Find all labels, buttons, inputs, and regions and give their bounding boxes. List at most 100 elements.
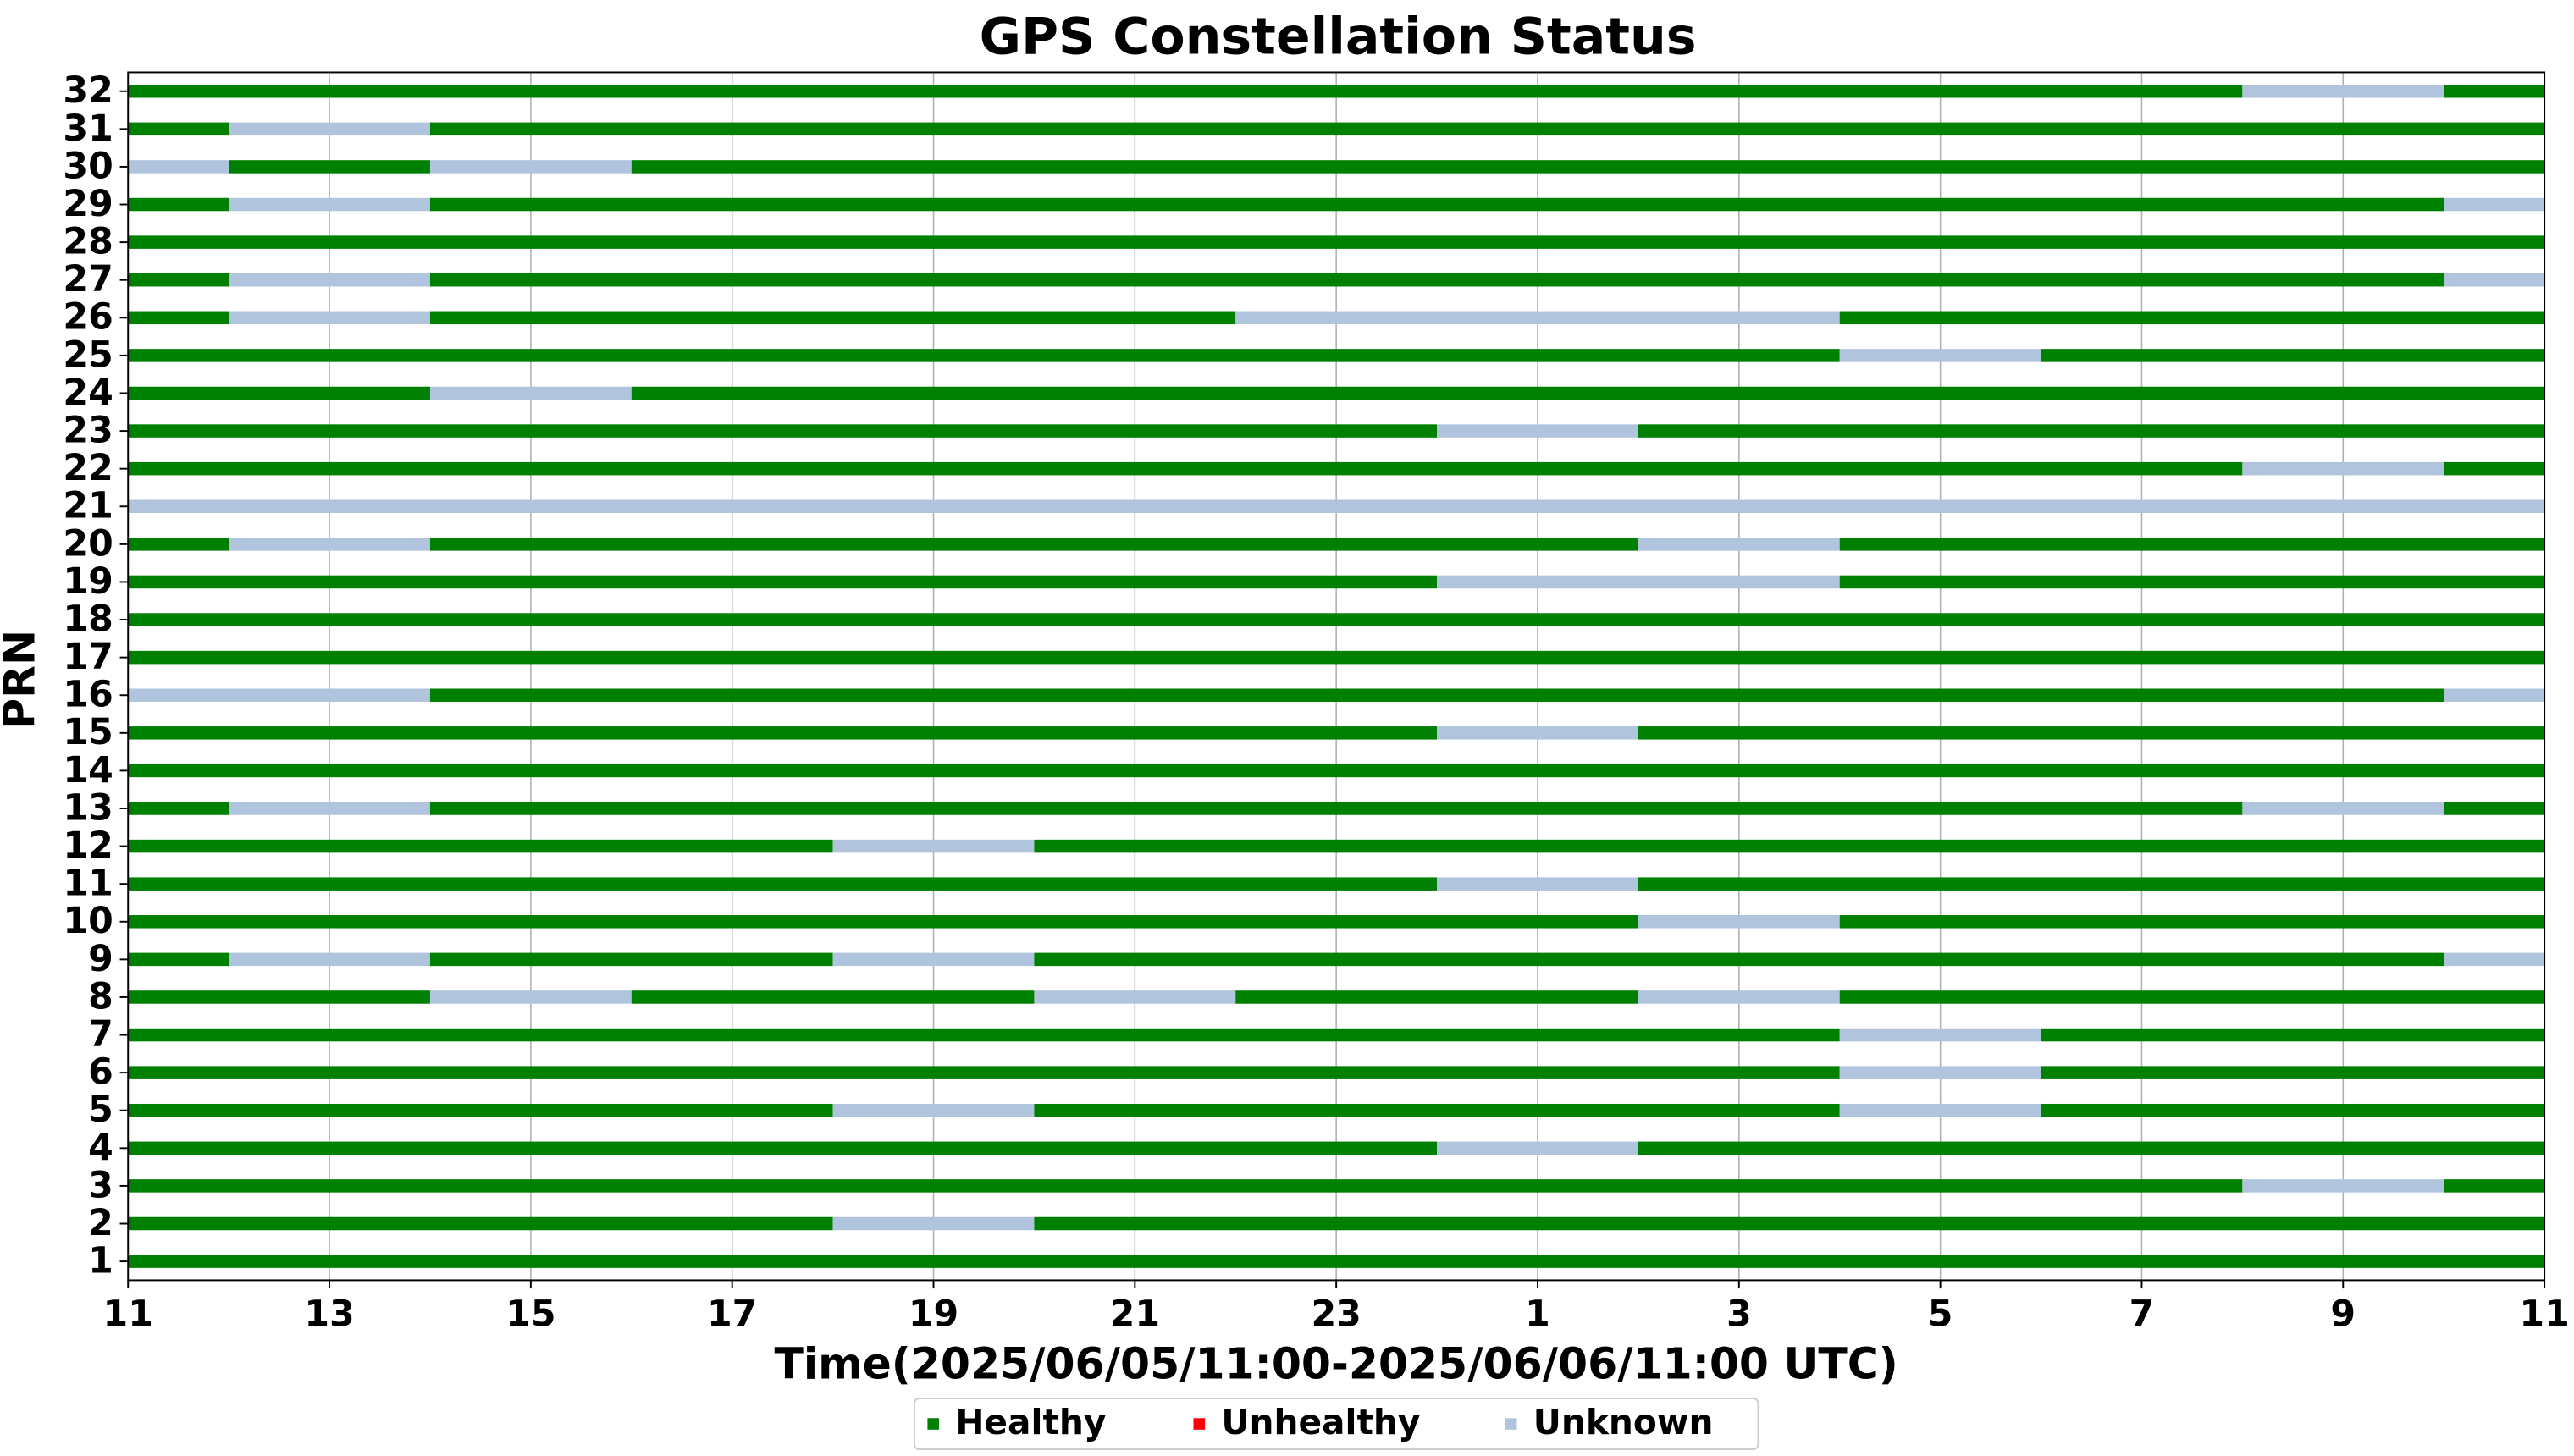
status-segment [1638, 424, 2545, 438]
status-segment [128, 160, 229, 174]
y-tick-label: 25 [63, 334, 113, 376]
status-segment [128, 764, 2545, 778]
legend: Healthy Unhealthy Unknown [913, 1398, 1759, 1451]
status-segment [832, 839, 1035, 853]
x-tick-label: 21 [1110, 1293, 1160, 1336]
x-tick-label: 11 [103, 1293, 153, 1336]
y-tick-label: 20 [63, 522, 113, 565]
chart-title: GPS Constellation Status [980, 7, 1697, 66]
status-segment [128, 990, 430, 1004]
y-tick-label: 5 [88, 1089, 113, 1131]
status-segment [832, 1103, 1035, 1117]
status-segment [832, 1216, 1035, 1231]
status-segment [1839, 1103, 2041, 1117]
status-segment [2041, 1066, 2545, 1079]
status-segment [2242, 461, 2444, 476]
status-segment [1839, 311, 2545, 325]
legend-label: Unhealthy [1221, 1402, 1420, 1442]
status-segment [631, 160, 2545, 174]
status-segment [229, 311, 430, 325]
y-tick-label: 13 [63, 786, 113, 829]
y-tick-label: 18 [63, 598, 113, 640]
legend-marker [927, 1418, 939, 1430]
status-segment [429, 197, 2444, 212]
status-segment [429, 273, 2444, 287]
y-tick-label: 23 [63, 410, 113, 452]
status-segment [1839, 1066, 2041, 1079]
x-tick-label: 23 [1311, 1293, 1361, 1336]
status-segment [128, 273, 229, 287]
y-axis-label: PRN [0, 630, 45, 730]
status-segment [2242, 85, 2444, 98]
status-segment [1839, 990, 2545, 1004]
x-tick-label: 7 [2129, 1293, 2155, 1336]
status-segment [1034, 1216, 2545, 1231]
legend-label: Healthy [955, 1402, 1106, 1442]
status-segment [2444, 273, 2545, 287]
status-segment [128, 688, 430, 702]
status-segment [1437, 726, 1638, 740]
status-segment [1235, 311, 1840, 325]
y-tick-label: 9 [88, 938, 113, 980]
status-segment [429, 802, 2243, 815]
status-segment [1034, 952, 2444, 967]
status-segment [429, 952, 833, 967]
status-segment [1437, 877, 1638, 891]
status-segment [128, 538, 229, 551]
y-tick-label: 10 [63, 900, 113, 942]
status-segment [2444, 197, 2545, 212]
status-segment [429, 386, 632, 400]
status-segment [128, 85, 2243, 98]
status-segment [128, 424, 1438, 438]
status-segment [2242, 802, 2444, 815]
y-tick-label: 30 [63, 145, 113, 187]
status-segment [1437, 1141, 1638, 1155]
y-tick-label: 28 [63, 221, 113, 263]
y-tick-label: 2 [88, 1202, 113, 1244]
status-segment [128, 726, 1438, 740]
status-segment [128, 839, 833, 853]
status-segment [128, 575, 1438, 589]
y-tick-label: 7 [88, 1013, 113, 1056]
legend-frame [913, 1398, 1759, 1451]
status-segment [128, 1103, 833, 1117]
status-segment [128, 650, 2545, 665]
status-segment [2242, 1179, 2444, 1193]
status-segment [128, 1179, 2243, 1193]
status-segment [429, 311, 1236, 325]
y-tick-label: 15 [63, 711, 113, 753]
status-segment [229, 122, 430, 136]
status-segment [128, 197, 229, 212]
status-segment [2444, 1179, 2545, 1193]
y-tick-label: 24 [63, 372, 113, 414]
y-tick-label: 14 [63, 749, 113, 791]
status-segment [128, 349, 1840, 362]
x-tick-label: 17 [707, 1293, 757, 1336]
x-tick-label: 15 [505, 1293, 555, 1336]
status-segment [1638, 538, 1840, 551]
y-tick-label: 3 [88, 1164, 113, 1206]
y-tick-label: 22 [63, 447, 113, 489]
x-tick-label: 1 [1525, 1293, 1550, 1336]
status-segment [128, 1255, 2545, 1268]
status-segment [128, 952, 229, 967]
x-tick-label: 3 [1726, 1293, 1752, 1336]
status-segment [1839, 1028, 2041, 1042]
status-segment [128, 1066, 1840, 1079]
status-segment [1034, 839, 2545, 853]
y-tick-label: 21 [63, 485, 113, 527]
status-segment [128, 915, 1638, 929]
x-axis-label: Time(2025/06/05/11:00-2025/06/06/11:00 U… [774, 1339, 1897, 1389]
status-segment [2444, 802, 2545, 815]
x-tick-label: 19 [909, 1293, 958, 1336]
status-segment [128, 122, 229, 136]
legend-label: Unknown [1533, 1402, 1714, 1442]
status-segment [128, 1141, 1438, 1155]
status-segment [1638, 1141, 2545, 1155]
status-segment [2041, 349, 2545, 362]
status-segment [229, 197, 430, 212]
status-segment [1638, 726, 2545, 740]
status-segment [128, 386, 430, 400]
